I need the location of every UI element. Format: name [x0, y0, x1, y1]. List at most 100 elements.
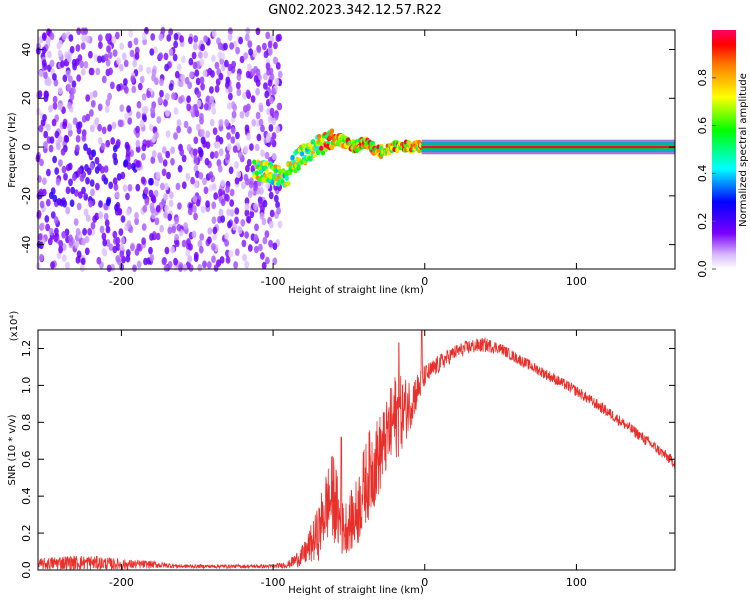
noise-speck — [242, 253, 248, 262]
noise-speck — [209, 118, 215, 127]
noise-speck — [247, 244, 253, 252]
noise-speck — [224, 232, 230, 240]
noise-speck — [101, 75, 107, 84]
signal-blob — [258, 169, 264, 175]
noise-speck — [53, 234, 59, 243]
noise-speck — [168, 83, 174, 91]
noise-speck — [85, 113, 91, 122]
noise-speck — [173, 33, 179, 41]
noise-speck — [161, 257, 167, 266]
noise-speck — [239, 55, 245, 64]
noise-speck — [170, 246, 176, 254]
noise-speck — [193, 155, 199, 164]
noise-speck — [274, 78, 280, 86]
noise-speck — [275, 201, 280, 209]
noise-speck — [167, 261, 173, 269]
noise-speck — [216, 159, 222, 167]
noise-speck — [214, 61, 220, 70]
noise-speck — [224, 239, 230, 247]
y-tick-label: 1.2 — [20, 340, 33, 358]
noise-speck — [190, 176, 196, 185]
colorbar-ticks: 0.0 0.2 0.4 0.6 0.8 — [696, 69, 716, 278]
noise-speck — [200, 136, 206, 145]
noise-speck — [41, 46, 47, 55]
noise-speck — [192, 205, 197, 213]
noise-speck — [276, 207, 281, 215]
noise-speck — [236, 88, 242, 97]
noise-speck — [246, 216, 252, 224]
noise-speck — [194, 69, 200, 77]
noise-speck — [88, 200, 93, 208]
noise-speck — [267, 48, 273, 56]
noise-speck — [75, 144, 80, 153]
y-tick-label: 0.4 — [20, 487, 33, 505]
noise-speck — [118, 119, 124, 128]
noise-speck — [203, 186, 209, 195]
noise-speck — [193, 35, 199, 43]
noise-speck — [168, 199, 174, 208]
noise-speck — [225, 194, 230, 202]
noise-speck — [58, 245, 63, 254]
noise-speck — [227, 220, 232, 229]
signal-blob — [263, 177, 268, 183]
noise-speck — [241, 239, 247, 248]
noise-speck — [193, 251, 199, 260]
noise-speck — [83, 143, 88, 151]
noise-speck — [73, 218, 79, 226]
noise-speck — [213, 150, 219, 159]
noise-speck — [123, 160, 128, 168]
noise-speck — [52, 73, 57, 81]
noise-speck — [68, 75, 73, 83]
noise-speck — [230, 126, 236, 135]
noise-speck — [207, 236, 212, 244]
spectrogram-frame — [37, 29, 676, 270]
noise-speck — [192, 61, 198, 70]
noise-speck — [234, 216, 239, 225]
noise-speck — [247, 190, 253, 199]
noise-speck — [158, 33, 164, 42]
noise-speck — [39, 222, 45, 231]
noise-speck — [218, 208, 224, 217]
noise-speck — [262, 42, 267, 51]
noise-speck — [86, 167, 92, 176]
noise-speck — [211, 54, 216, 63]
noise-speck — [273, 41, 278, 50]
noise-speck — [112, 230, 118, 239]
noise-speck — [269, 96, 274, 105]
noise-speck — [48, 191, 54, 200]
noise-speck — [217, 51, 223, 60]
noise-speck — [68, 234, 73, 242]
noise-speck — [191, 51, 197, 60]
noise-speck — [244, 209, 250, 217]
noise-speck — [192, 195, 198, 203]
signal-blob — [330, 144, 335, 150]
noise-speck — [175, 182, 181, 191]
noise-speck — [235, 81, 241, 90]
noise-speck — [265, 256, 270, 265]
snr-x-ticks: -200 -100 0 100 — [109, 330, 587, 589]
noise-speck — [125, 254, 131, 263]
noise-speck — [102, 238, 108, 247]
noise-speck — [57, 102, 63, 111]
noise-speck — [272, 56, 278, 65]
noise-speck — [269, 107, 275, 116]
noise-speck — [255, 111, 261, 120]
noise-speck — [218, 136, 224, 145]
noise-speck — [143, 186, 149, 195]
noise-speck — [89, 109, 94, 117]
noise-speck — [39, 253, 44, 262]
noise-speck — [227, 85, 233, 93]
noise-speck — [130, 75, 136, 83]
noise-speck — [205, 95, 211, 103]
spectrogram-y-label: Frequency (Hz) — [7, 112, 18, 188]
noise-speck — [76, 202, 82, 211]
noise-speck — [48, 227, 54, 236]
noise-speck — [246, 158, 252, 167]
noise-speck — [126, 105, 131, 113]
noise-speck — [271, 87, 276, 96]
noise-speck — [107, 51, 113, 59]
noise-speck — [118, 63, 124, 72]
noise-speck — [181, 55, 186, 64]
noise-speck — [238, 151, 243, 159]
